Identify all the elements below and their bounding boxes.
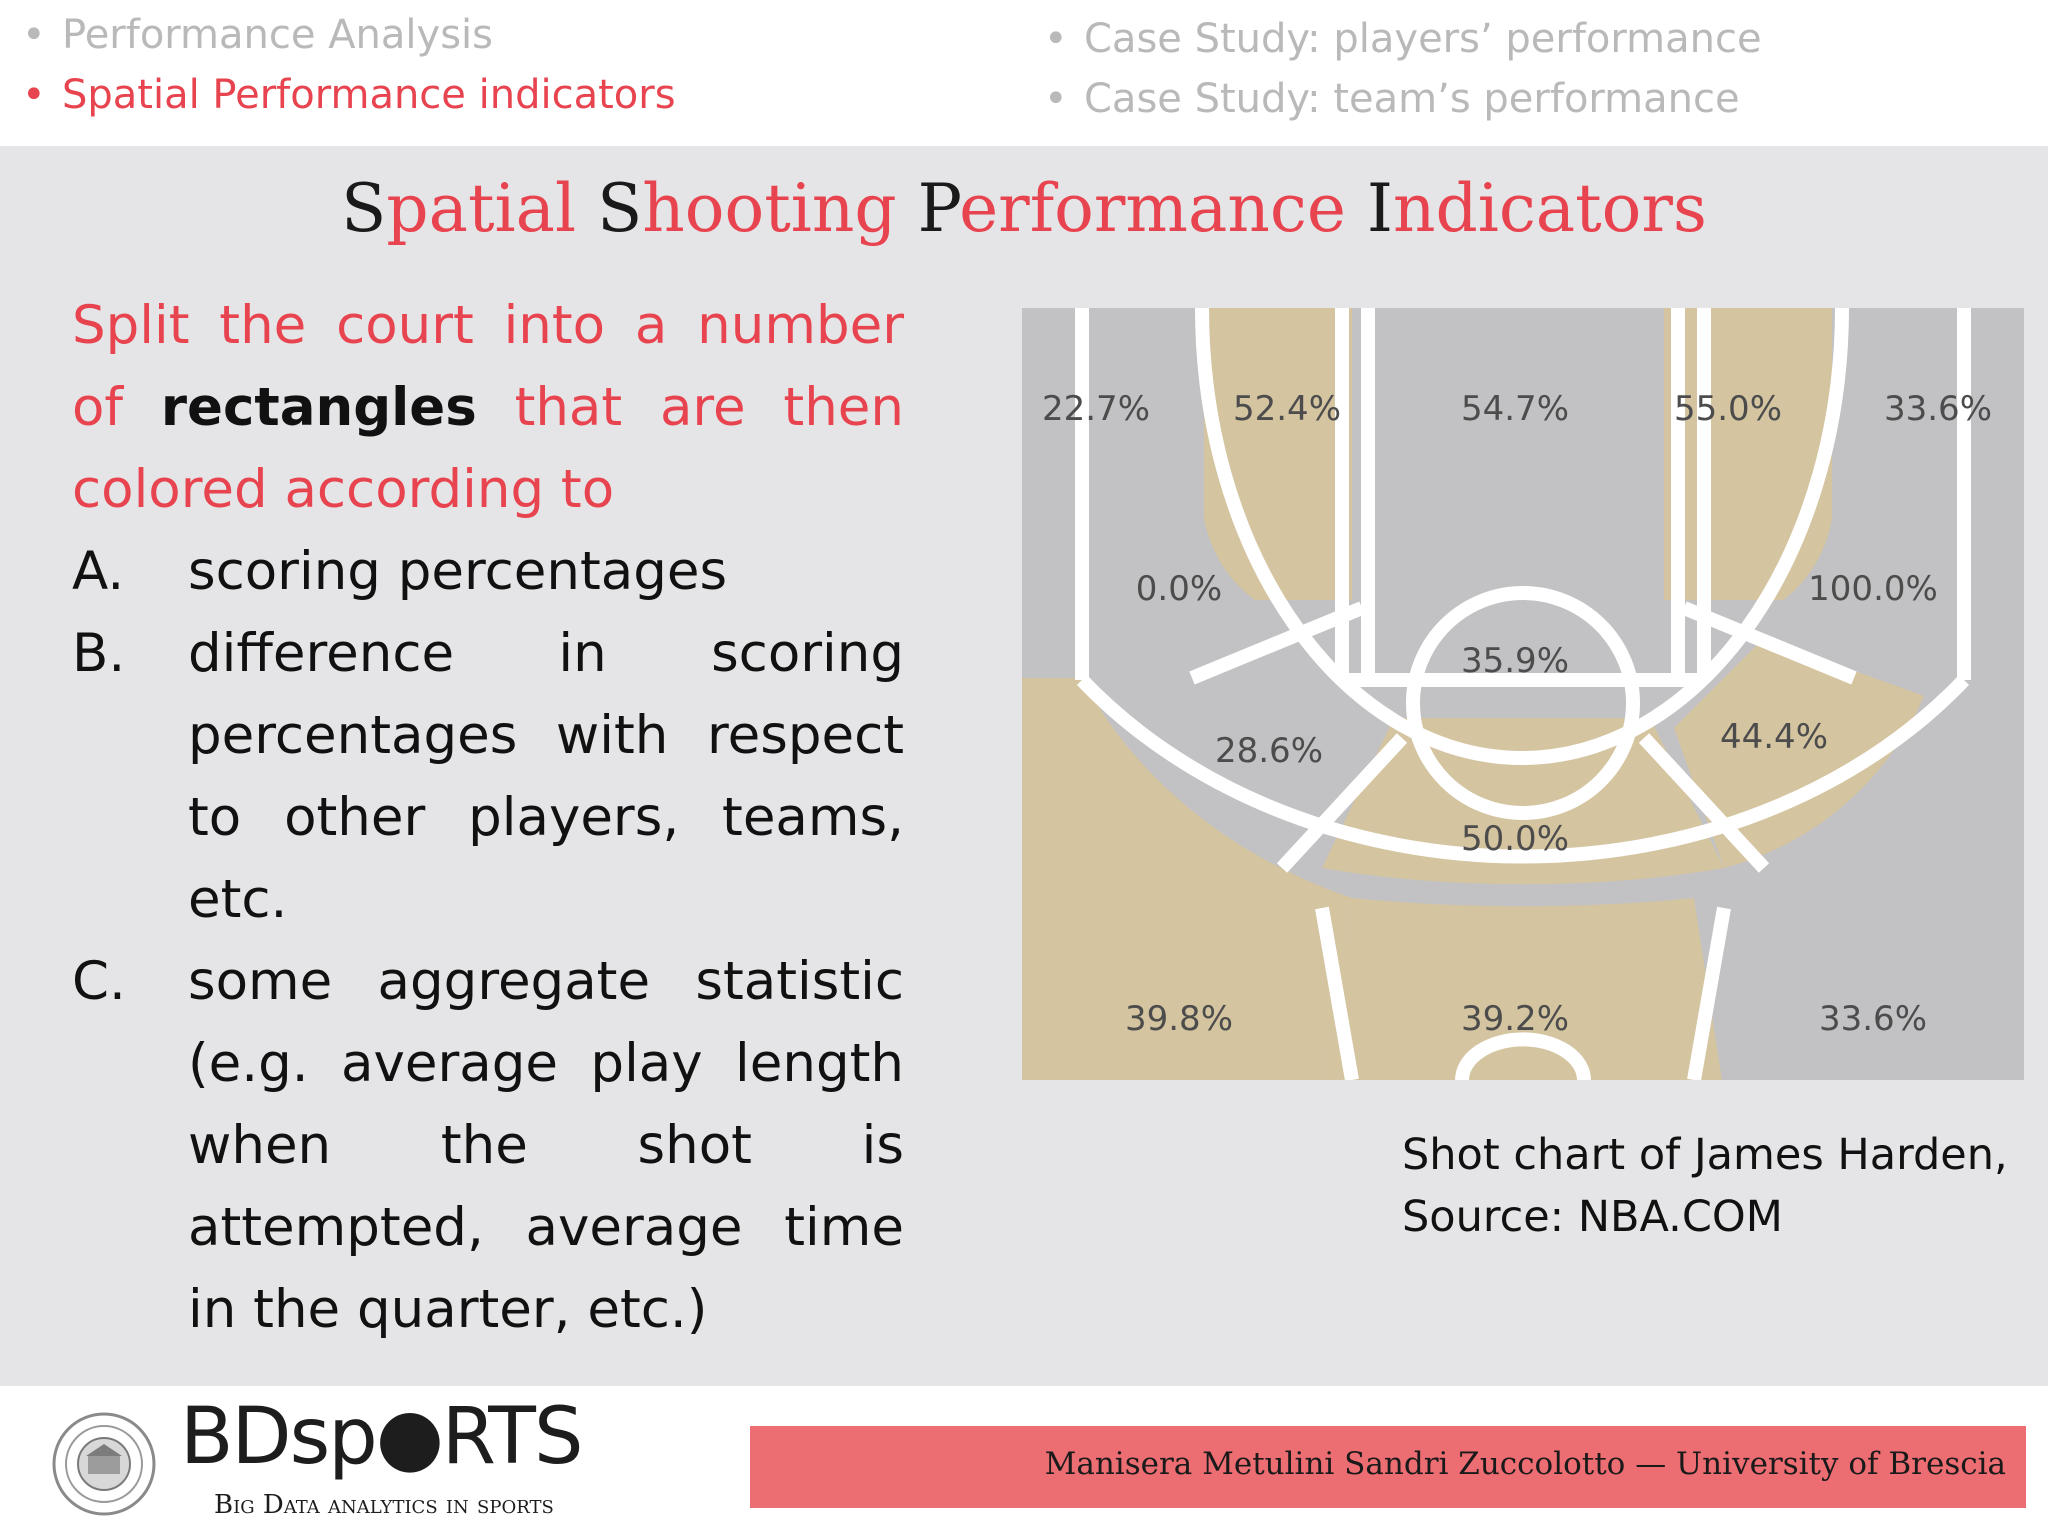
shot-zone [1664,308,1832,608]
chart-caption: Shot chart of James Harden, Source: NBA.… [1402,1124,2008,1248]
list-item-c: C. some aggregate statistic (e.g. averag… [72,941,904,1351]
court-line [1276,733,1408,873]
court-line [1687,906,1731,1080]
zone-percentage-label: 50.0% [1461,819,1569,859]
brand-tagline: Big Data analytics in sports [214,1490,554,1520]
nav-item-case-study-players[interactable]: • Case Study: players’ performance [1044,16,1762,62]
court-line [1315,906,1359,1080]
intro-paragraph: Split the court into a number of rectang… [72,285,904,531]
title-rest-1: patial [386,170,577,247]
shot-zone [1352,308,1664,600]
caption-line-1: Shot chart of James Harden, [1402,1130,2008,1180]
nav-item-case-study-team[interactable]: • Case Study: team’s performance [1044,76,1740,122]
nav-item-performance-analysis[interactable]: • Performance Analysis [22,12,493,58]
nav-item-label: Performance Analysis [62,12,493,58]
list-letter: B. [72,623,126,684]
nav-item-label: Case Study: team’s performance [1084,76,1740,122]
zone-percentage-label: 28.6% [1215,731,1323,771]
court-line [1195,308,1849,765]
shot-zone [1022,678,1352,1080]
court-line [1189,601,1365,685]
title-cap-3: P [917,170,960,247]
title-rest-2: hooting [642,170,897,247]
zone-percentage-label: 0.0% [1136,569,1222,609]
zone-percentage-label: 54.7% [1461,389,1569,429]
shot-chart-svg: 22.7% 52.4% 54.7% 55.0% 33.6% 0.0% 100.0% 35.9%… [1022,308,2024,1080]
list-text: difference in scoring percentages with r… [188,623,904,930]
intro-bold-word: rectangles [160,377,477,438]
shot-zone [1674,638,1924,868]
list-item-a: A. scoring percentages [72,531,904,613]
shot-zone [1694,678,2024,1080]
shot-zone [1664,600,1954,678]
shot-zone [1382,524,1632,708]
free-throw-circle [1406,586,1640,820]
list-letter: A. [72,541,125,602]
intro-part-2: that are then colored according to [72,377,904,520]
zone-percentage-label: 39.8% [1125,999,1233,1039]
nav-item-label: Spatial Performance indicators [62,72,676,118]
shot-chart: 22.7% 52.4% 54.7% 55.0% 33.6% 0.0% 100.0% 35.9%… [1022,308,2024,1080]
nav-item-label: Case Study: players’ performance [1084,16,1762,62]
list-letter: C. [72,951,126,1012]
shot-zone [1122,638,1372,868]
title-rest-3: erformance [959,170,1346,247]
list-item-b: B. difference in scoring percentages wit… [72,613,904,941]
court-line [1076,675,1970,864]
zone-percentage-label: 22.7% [1042,389,1150,429]
zone-percentage-label: 100.0% [1808,569,1938,609]
shot-zone [1954,308,2024,678]
nav-bullet: • [1044,16,1068,62]
nav-bullet: • [22,12,46,58]
zone-percentage-label: 35.9% [1461,641,1569,681]
court-line [1681,601,1857,685]
nav-bullet: • [1044,76,1068,122]
university-seal-icon [52,1412,156,1516]
brand-logo: BDsp●RTS [180,1392,583,1482]
zone-percentage-label: 33.6% [1884,389,1992,429]
caption-line-2: Source: NBA.COM [1402,1192,1783,1242]
shot-zone [1092,600,1352,678]
zone-percentage-label: 55.0% [1674,389,1782,429]
title-rest-4: ndicators [1392,170,1707,247]
body-text: Split the court into a number of rectang… [72,285,904,1351]
section-nav: • Performance Analysis • Spatial Performan… [0,0,2048,146]
zone-percentage-label: 33.6% [1819,999,1927,1039]
slide-title: Spatial Shooting Performance Indicators [0,170,2048,247]
court-line [1638,733,1770,873]
nav-bullet: • [22,72,46,118]
court-line [1455,1032,1591,1080]
nav-item-spatial-indicators[interactable]: • Spatial Performance indicators [22,72,676,118]
title-cap-1: S [341,170,387,247]
title-cap-2: S [597,170,643,247]
zone-percentage-label: 44.4% [1720,717,1828,757]
list-text: scoring percentages [188,541,728,602]
intro-part-1: Split the court into a number of [72,295,904,438]
author-bar: Manisera Metulini Sandri Zuccolotto — Un… [750,1426,2026,1508]
list-text: some aggregate statistic (e.g. average p… [188,951,904,1340]
zone-percentage-label: 52.4% [1233,389,1341,429]
shot-zone [1322,898,1722,1080]
title-cap-4: I [1366,170,1393,247]
zone-percentage-label: 39.2% [1461,999,1569,1039]
author-text: Manisera Metulini Sandri Zuccolotto — Un… [1044,1446,2006,1482]
shot-zone [1022,308,1092,678]
